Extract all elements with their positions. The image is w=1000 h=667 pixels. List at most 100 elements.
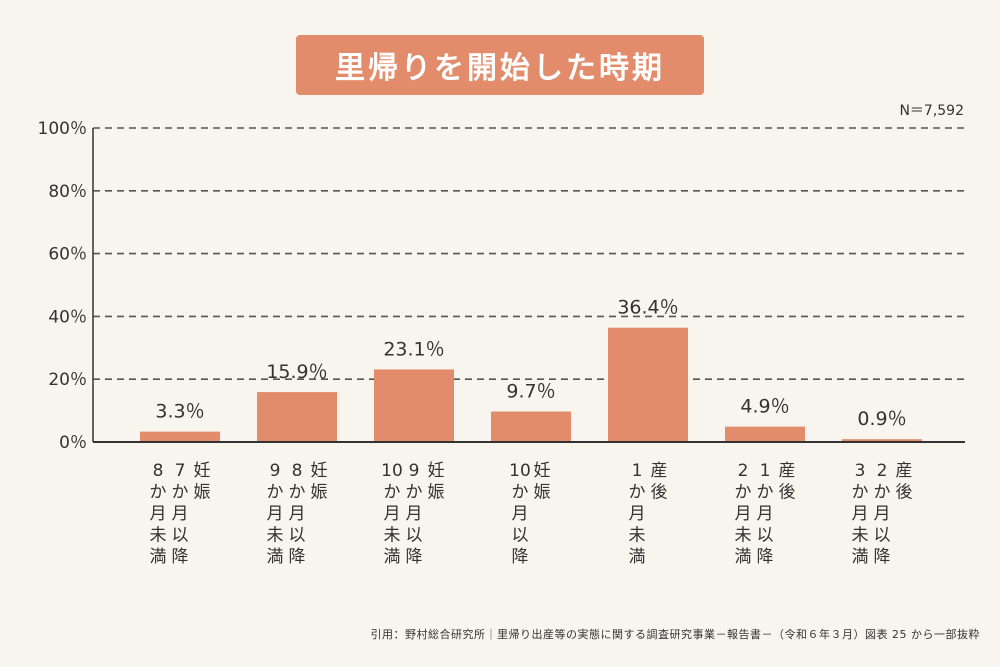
y-tick-label: 40％ xyxy=(48,307,87,327)
source-citation: 引用：野村総合研究所｜里帰り出産等の実態に関する調査研究事業－報告書－（令和６年… xyxy=(370,628,980,641)
x-tick-char: 月 xyxy=(757,504,774,524)
data-label: 23.1％ xyxy=(383,338,444,360)
x-tick-char: 9 xyxy=(270,461,281,481)
x-tick-char: 月 xyxy=(512,504,529,524)
data-label: 9.7％ xyxy=(506,381,555,403)
x-tick-char: 月 xyxy=(267,504,284,524)
x-tick-char: 未 xyxy=(267,526,284,546)
x-tick-char: 降 xyxy=(172,547,189,567)
y-tick-label: 0％ xyxy=(59,433,87,453)
x-tick-char: か xyxy=(289,483,306,503)
x-tick-char: 満 xyxy=(735,547,752,567)
bar xyxy=(257,392,337,442)
data-label: 4.9％ xyxy=(740,396,789,418)
x-tick-char: か xyxy=(172,483,189,503)
x-tick-char: 2 xyxy=(738,461,749,481)
y-tick-label: 100％ xyxy=(38,119,87,139)
x-tick-char: か xyxy=(852,483,869,503)
x-tick-char: 未 xyxy=(384,526,401,546)
x-tick-char: 月 xyxy=(735,504,752,524)
x-tick-char: か xyxy=(757,483,774,503)
x-tick-char: 未 xyxy=(629,526,646,546)
x-tick-char: 以 xyxy=(289,526,306,546)
x-tick-char: 8 xyxy=(292,461,303,481)
x-tick-char: 降 xyxy=(757,547,774,567)
x-tick-char: 未 xyxy=(150,526,167,546)
x-tick-char: 以 xyxy=(874,526,891,546)
x-tick-char: 妊 xyxy=(534,461,551,481)
data-label: 3.3％ xyxy=(155,401,204,423)
x-tick-char: 月 xyxy=(874,504,891,524)
x-tick-char: か xyxy=(512,483,529,503)
x-tick-char: 以 xyxy=(757,526,774,546)
x-tick-char: 娠 xyxy=(311,483,328,503)
x-tick-char: 1 xyxy=(632,461,643,481)
x-tick-char: か xyxy=(150,483,167,503)
x-tick-char: 10 xyxy=(509,461,531,481)
y-tick-label: 20％ xyxy=(48,370,87,390)
x-tick-char: か xyxy=(406,483,423,503)
x-tick-char: 月 xyxy=(172,504,189,524)
x-tick-char: 産 xyxy=(779,461,796,481)
bar xyxy=(842,439,922,442)
x-tick-char: 妊 xyxy=(428,461,445,481)
x-tick-char: か xyxy=(629,483,646,503)
x-tick-char: 妊 xyxy=(194,461,211,481)
x-tick-char: 9 xyxy=(409,461,420,481)
x-tick-char: 満 xyxy=(384,547,401,567)
x-tick-char: 月 xyxy=(289,504,306,524)
x-tick-char: 月 xyxy=(852,504,869,524)
bar xyxy=(140,431,220,442)
x-tick-char: か xyxy=(735,483,752,503)
x-tick-char: 降 xyxy=(406,547,423,567)
x-tick-char: 妊 xyxy=(311,461,328,481)
x-tick-char: 月 xyxy=(406,504,423,524)
x-tick-char: 降 xyxy=(289,547,306,567)
x-tick-char: 2 xyxy=(877,461,888,481)
x-tick-char: 以 xyxy=(406,526,423,546)
bar xyxy=(374,369,454,442)
x-tick-char: 後 xyxy=(779,483,796,503)
x-tick-char: 降 xyxy=(874,547,891,567)
x-tick-char: 産 xyxy=(651,461,668,481)
x-tick-char: 満 xyxy=(629,547,646,567)
x-tick-char: 後 xyxy=(651,483,668,503)
x-tick-char: 満 xyxy=(150,547,167,567)
x-tick-char: 娠 xyxy=(534,483,551,503)
bar xyxy=(608,327,688,442)
x-tick-char: 娠 xyxy=(428,483,445,503)
bar xyxy=(725,426,805,442)
x-tick-char: 娠 xyxy=(194,483,211,503)
chart-title: 里帰りを開始した時期 xyxy=(296,35,704,95)
x-tick-char: か xyxy=(384,483,401,503)
x-tick-char: 月 xyxy=(629,504,646,524)
x-tick-char: 未 xyxy=(852,526,869,546)
x-tick-char: 満 xyxy=(267,547,284,567)
x-tick-char: 以 xyxy=(172,526,189,546)
y-tick-label: 60％ xyxy=(48,245,87,265)
bar xyxy=(491,411,571,442)
x-tick-char: 満 xyxy=(852,547,869,567)
x-tick-char: 月 xyxy=(150,504,167,524)
x-tick-char: 未 xyxy=(735,526,752,546)
y-tick-label: 80％ xyxy=(48,182,87,202)
x-tick-char: か xyxy=(874,483,891,503)
x-tick-char: 8 xyxy=(153,461,164,481)
x-tick-char: 10 xyxy=(381,461,403,481)
sample-size-label: N＝7,592 xyxy=(899,103,964,119)
x-tick-char: 以 xyxy=(512,526,529,546)
x-tick-char: 産 xyxy=(896,461,913,481)
x-tick-char: 月 xyxy=(384,504,401,524)
data-label: 15.9％ xyxy=(266,361,327,383)
x-tick-char: 1 xyxy=(760,461,771,481)
x-tick-char: か xyxy=(267,483,284,503)
data-label: 0.9％ xyxy=(857,408,906,430)
x-tick-char: 7 xyxy=(175,461,186,481)
